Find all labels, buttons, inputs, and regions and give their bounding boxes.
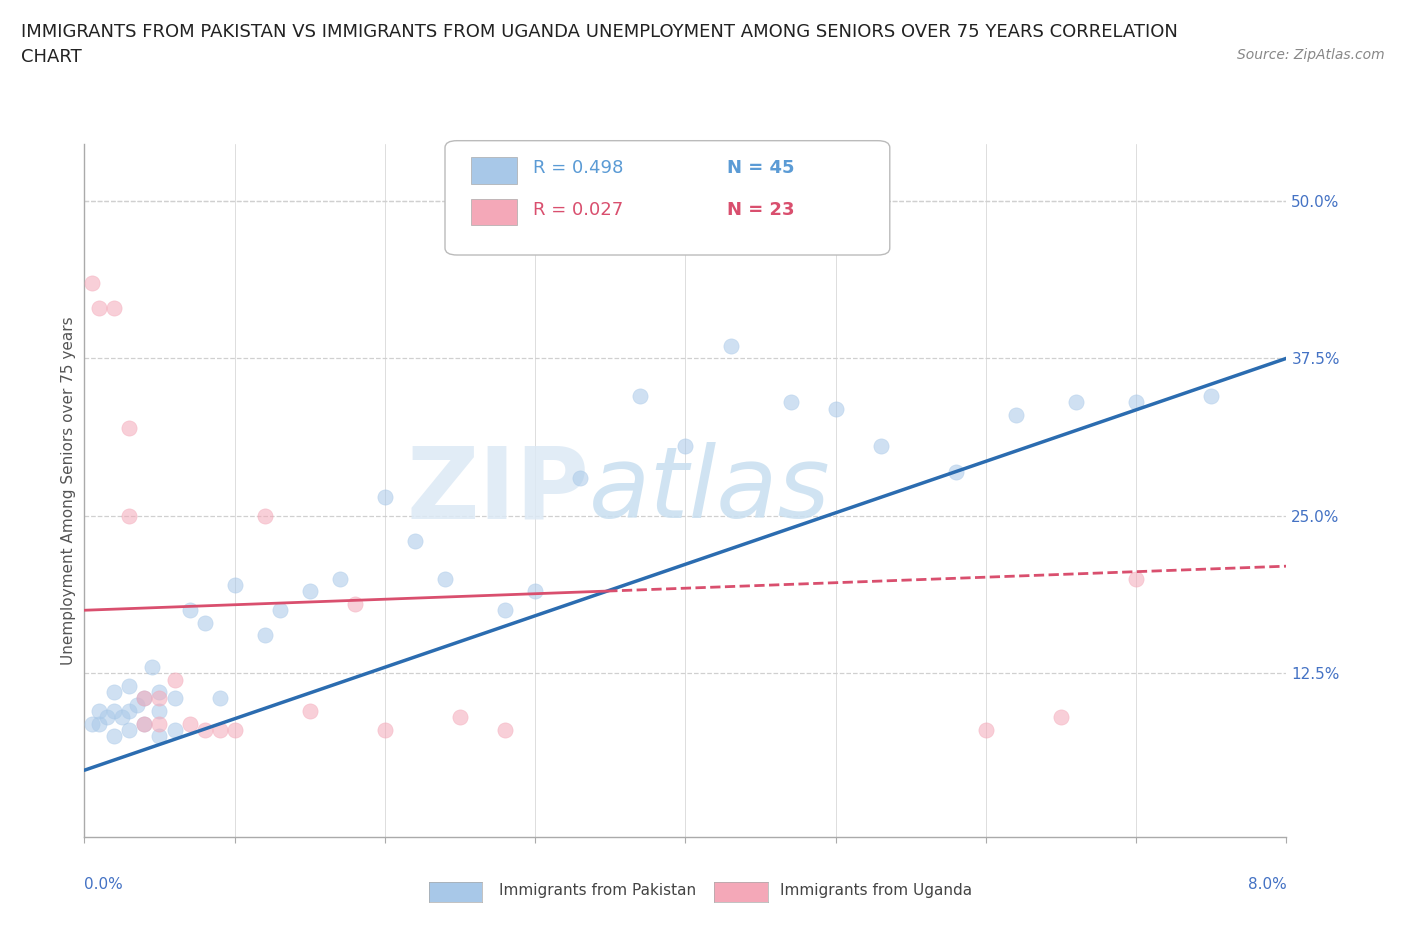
Point bbox=[80, 275, 103, 290]
Text: ZIP: ZIP bbox=[406, 442, 589, 539]
Text: Immigrants from Uganda: Immigrants from Uganda bbox=[780, 884, 973, 898]
Point bbox=[329, 571, 352, 586]
Point bbox=[1125, 395, 1147, 410]
Point bbox=[1064, 395, 1087, 410]
Point bbox=[269, 603, 291, 618]
Point bbox=[141, 659, 163, 674]
Point bbox=[449, 710, 471, 724]
Point bbox=[374, 723, 396, 737]
Point bbox=[374, 489, 396, 504]
Text: 0.0%: 0.0% bbox=[84, 877, 124, 892]
Point bbox=[103, 704, 125, 719]
Point bbox=[103, 300, 125, 315]
Point bbox=[1125, 571, 1147, 586]
Point bbox=[1201, 389, 1223, 404]
Point bbox=[974, 723, 997, 737]
Point bbox=[208, 723, 231, 737]
Point bbox=[194, 723, 217, 737]
FancyBboxPatch shape bbox=[446, 140, 890, 255]
Point bbox=[163, 672, 186, 687]
Point bbox=[224, 578, 246, 592]
Point bbox=[179, 716, 201, 731]
Point bbox=[134, 716, 156, 731]
Text: atlas: atlas bbox=[589, 442, 831, 539]
Point bbox=[628, 389, 651, 404]
Point bbox=[779, 395, 801, 410]
Point bbox=[298, 584, 321, 599]
Point bbox=[720, 339, 742, 353]
Point bbox=[494, 603, 516, 618]
Text: IMMIGRANTS FROM PAKISTAN VS IMMIGRANTS FROM UGANDA UNEMPLOYMENT AMONG SENIORS OV: IMMIGRANTS FROM PAKISTAN VS IMMIGRANTS F… bbox=[21, 23, 1178, 41]
Text: N = 45: N = 45 bbox=[727, 159, 794, 178]
Point bbox=[134, 716, 156, 731]
Point bbox=[1050, 710, 1073, 724]
Point bbox=[148, 716, 170, 731]
Point bbox=[111, 710, 134, 724]
Text: R = 0.498: R = 0.498 bbox=[533, 159, 623, 178]
Point bbox=[194, 616, 217, 631]
FancyBboxPatch shape bbox=[471, 199, 517, 225]
Point bbox=[208, 691, 231, 706]
Point bbox=[179, 603, 201, 618]
Point bbox=[224, 723, 246, 737]
Text: CHART: CHART bbox=[21, 48, 82, 66]
Text: 8.0%: 8.0% bbox=[1247, 877, 1286, 892]
Point bbox=[125, 698, 148, 712]
Point bbox=[253, 628, 276, 643]
Point bbox=[118, 723, 141, 737]
Point bbox=[1005, 407, 1028, 422]
Text: Source: ZipAtlas.com: Source: ZipAtlas.com bbox=[1237, 48, 1385, 62]
Y-axis label: Unemployment Among Seniors over 75 years: Unemployment Among Seniors over 75 years bbox=[60, 316, 76, 665]
Point bbox=[134, 691, 156, 706]
Point bbox=[118, 704, 141, 719]
FancyBboxPatch shape bbox=[471, 157, 517, 183]
Point bbox=[298, 704, 321, 719]
Point bbox=[96, 710, 118, 724]
Text: Immigrants from Pakistan: Immigrants from Pakistan bbox=[499, 884, 696, 898]
Point bbox=[148, 704, 170, 719]
Point bbox=[343, 596, 366, 611]
Point bbox=[148, 684, 170, 699]
Point bbox=[163, 723, 186, 737]
Point bbox=[134, 691, 156, 706]
Point bbox=[148, 691, 170, 706]
Point bbox=[118, 509, 141, 524]
Point bbox=[675, 439, 697, 454]
Point bbox=[434, 571, 457, 586]
Point bbox=[118, 678, 141, 693]
Point bbox=[404, 534, 426, 549]
Point bbox=[118, 420, 141, 435]
Point bbox=[89, 300, 111, 315]
Point bbox=[524, 584, 547, 599]
Point bbox=[945, 464, 967, 479]
Point bbox=[569, 471, 592, 485]
Point bbox=[163, 691, 186, 706]
Point bbox=[148, 729, 170, 744]
Point bbox=[80, 716, 103, 731]
Point bbox=[103, 729, 125, 744]
Point bbox=[89, 704, 111, 719]
Text: N = 23: N = 23 bbox=[727, 201, 794, 219]
Point bbox=[253, 509, 276, 524]
Point bbox=[869, 439, 891, 454]
Point bbox=[824, 401, 846, 416]
Text: R = 0.027: R = 0.027 bbox=[533, 201, 623, 219]
Point bbox=[103, 684, 125, 699]
Point bbox=[89, 716, 111, 731]
Point bbox=[494, 723, 516, 737]
